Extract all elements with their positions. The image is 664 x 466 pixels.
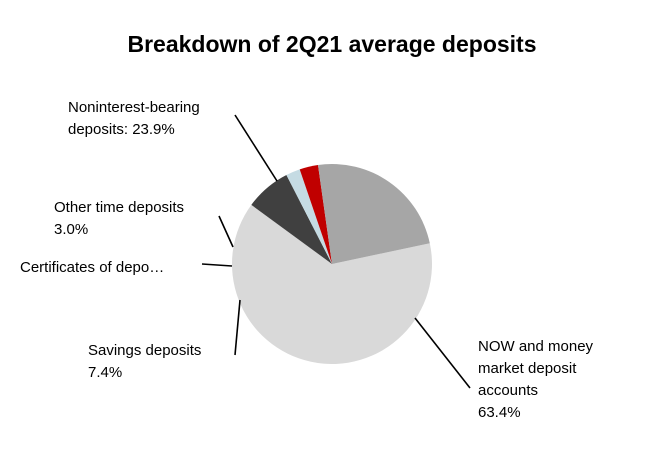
leader-line-now-money-market bbox=[414, 317, 471, 389]
slice-label-line: market deposit bbox=[478, 360, 577, 377]
slice-label-line: accounts bbox=[478, 382, 538, 399]
slice-label-line: deposits: 23.9% bbox=[68, 121, 175, 138]
chart-title: Breakdown of 2Q21 average deposits bbox=[127, 31, 536, 57]
leader-line-savings bbox=[234, 299, 241, 356]
leader-lines bbox=[201, 114, 471, 389]
leader-line-certificates bbox=[201, 263, 233, 267]
pie-slice-now-money-market bbox=[231, 204, 432, 365]
slice-label-line: Other time deposits bbox=[54, 199, 184, 216]
pie-slice-other-time bbox=[299, 164, 332, 264]
leader-line-noninterest-bearing bbox=[234, 114, 278, 182]
slice-label-noninterest-bearing: Noninterest-bearing deposits: 23.9% bbox=[68, 99, 200, 138]
slice-label-line: Certificates of depo… bbox=[20, 259, 164, 276]
slice-label-line: NOW and money bbox=[478, 338, 594, 355]
pie-slice-noninterest-bearing bbox=[318, 163, 430, 264]
slice-label-savings: Savings deposits 7.4% bbox=[88, 342, 201, 381]
slice-labels: NOW and money market deposit accounts 63.4%… bbox=[20, 99, 594, 421]
slice-label-line: Noninterest-bearing bbox=[68, 99, 200, 116]
leader-line-other-time bbox=[218, 215, 234, 248]
slice-label-now-money-market: NOW and money market deposit accounts 63.4% bbox=[478, 338, 594, 421]
slice-label-other-time: Other time deposits 3.0% bbox=[54, 199, 184, 238]
pie-slice-certificates bbox=[286, 169, 332, 264]
pie-slice-savings bbox=[251, 174, 332, 264]
slice-label-line: 7.4% bbox=[88, 364, 122, 381]
slices-group bbox=[231, 163, 432, 365]
slice-label-certificates: Certificates of depo… bbox=[20, 259, 164, 276]
slice-label-line: Savings deposits bbox=[88, 342, 201, 359]
slice-label-line: 3.0% bbox=[54, 221, 88, 238]
slice-label-line: 63.4% bbox=[478, 404, 521, 421]
